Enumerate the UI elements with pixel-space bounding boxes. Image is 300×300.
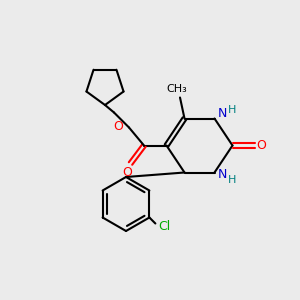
Text: O: O — [256, 139, 266, 152]
Text: N: N — [218, 168, 227, 182]
Text: H: H — [228, 175, 236, 185]
Text: N: N — [218, 106, 227, 120]
Text: Cl: Cl — [158, 220, 171, 233]
Text: O: O — [122, 167, 132, 179]
Text: CH₃: CH₃ — [167, 84, 188, 94]
Text: O: O — [113, 119, 123, 133]
Text: H: H — [228, 105, 236, 115]
